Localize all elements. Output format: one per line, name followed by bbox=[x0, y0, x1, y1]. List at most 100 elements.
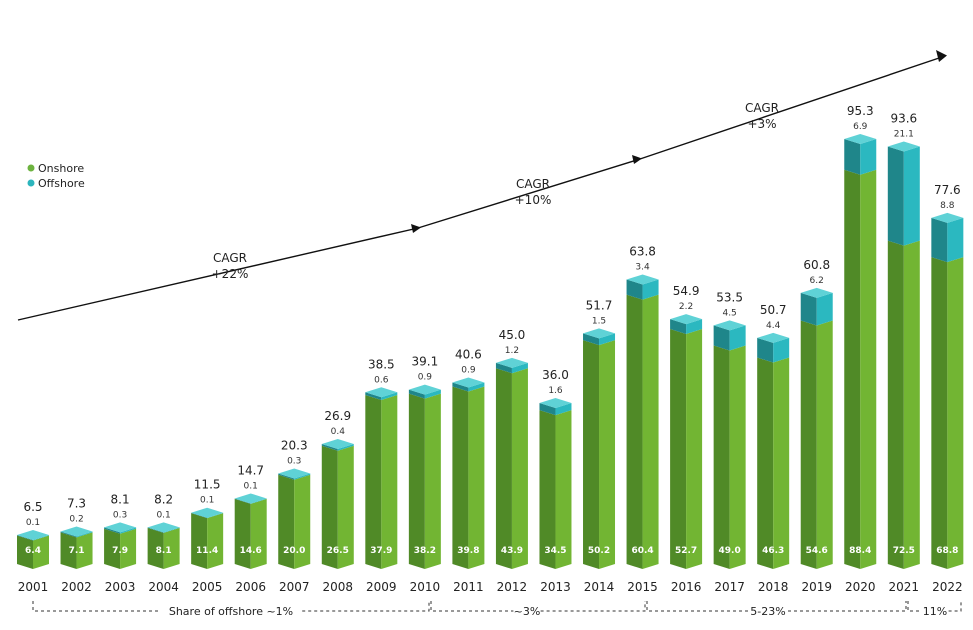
offshore-value-label: 1.2 bbox=[505, 346, 519, 356]
onshore-value-label: 46.3 bbox=[762, 546, 784, 556]
bar-labels: 6.4 0.1 6.5 7.1 0.2 7.3 7.9 0.3 8.1 8.1 0.1 8.2 11.4… bbox=[23, 104, 960, 556]
onshore-segment-2016-front bbox=[686, 328, 703, 569]
onshore-segment-2004-side bbox=[147, 527, 164, 569]
total-value-label: 36.0 bbox=[542, 368, 569, 382]
offshore-segment-2012-side bbox=[495, 362, 512, 374]
offshore-segment-2009-top bbox=[365, 387, 398, 398]
legend-offshore-marker bbox=[27, 179, 35, 187]
bar-2022 bbox=[931, 212, 964, 569]
year-tick-label: 2005 bbox=[192, 580, 223, 594]
onshore-segment-2006-side bbox=[234, 498, 251, 569]
offshore-segment-2011-front bbox=[468, 382, 485, 392]
total-value-label: 50.7 bbox=[760, 303, 787, 317]
onshore-value-label: 11.4 bbox=[196, 546, 218, 556]
total-value-label: 95.3 bbox=[847, 104, 874, 118]
offshore-segment-2011-top bbox=[452, 377, 485, 388]
offshore-value-label: 4.4 bbox=[766, 321, 781, 331]
offshore-segment-2015-top bbox=[626, 274, 659, 285]
offshore-value-label: 0.2 bbox=[69, 514, 83, 524]
share-bracket-label: ~3% bbox=[514, 605, 541, 618]
offshore-segment-2020-side bbox=[844, 138, 861, 175]
bar-2011 bbox=[452, 377, 485, 569]
year-tick-label: 2012 bbox=[497, 580, 528, 594]
bar-2010 bbox=[408, 384, 441, 569]
total-value-label: 51.7 bbox=[586, 298, 613, 312]
total-value-label: 93.6 bbox=[890, 112, 917, 126]
onshore-segment-2014-front bbox=[599, 340, 616, 569]
offshore-segment-2009-front bbox=[381, 392, 398, 400]
onshore-value-label: 7.9 bbox=[112, 546, 128, 556]
offshore-segment-2016-side bbox=[670, 319, 687, 334]
onshore-segment-2010-front bbox=[424, 393, 441, 569]
onshore-segment-2019-front bbox=[816, 320, 833, 569]
legend: Onshore Offshore bbox=[27, 162, 85, 190]
onshore-segment-2003-front bbox=[120, 528, 137, 569]
offshore-segment-2007-top bbox=[278, 468, 311, 479]
share-bracket-right-line bbox=[302, 601, 430, 612]
onshore-segment-2007-side bbox=[278, 474, 295, 569]
offshore-segment-2008-top bbox=[321, 439, 354, 450]
offshore-segment-2018-top bbox=[757, 332, 790, 343]
year-tick-label: 2018 bbox=[758, 580, 789, 594]
offshore-segment-2012-front bbox=[511, 362, 528, 374]
onshore-value-label: 68.8 bbox=[936, 546, 958, 556]
cagr-labels: CAGR +22% CAGR +10% CAGR +3% bbox=[212, 101, 779, 281]
year-tick-label: 2014 bbox=[584, 580, 615, 594]
share-bracket-label: Share of offshore ~1% bbox=[169, 605, 293, 618]
offshore-segment-2011-side bbox=[452, 382, 469, 392]
year-tick-label: 2009 bbox=[366, 580, 397, 594]
total-value-label: 60.8 bbox=[803, 258, 830, 272]
bar-2008 bbox=[321, 439, 354, 569]
onshore-segment-2016-side bbox=[670, 328, 687, 569]
legend-onshore-label: Onshore bbox=[38, 162, 84, 175]
onshore-segment-2001-side bbox=[17, 535, 33, 569]
offshore-segment-2004-front bbox=[163, 527, 180, 533]
onshore-value-label: 37.9 bbox=[370, 546, 392, 556]
offshore-segment-2002-top bbox=[60, 526, 93, 537]
total-value-label: 77.6 bbox=[934, 183, 961, 197]
trend-line-path bbox=[17, 55, 946, 321]
offshore-segment-2009-side bbox=[365, 392, 382, 400]
offshore-value-label: 0.1 bbox=[244, 481, 258, 491]
offshore-segment-2015-front bbox=[642, 279, 659, 300]
bar-2015 bbox=[626, 274, 659, 569]
onshore-segment-2011-side bbox=[452, 386, 469, 569]
total-value-label: 45.0 bbox=[499, 328, 526, 342]
onshore-segment-2005-front bbox=[207, 513, 224, 569]
bar-2003 bbox=[104, 522, 137, 569]
offshore-segment-2002-side bbox=[60, 531, 77, 538]
share-bracket-label: 5-23% bbox=[750, 605, 785, 618]
total-value-label: 14.7 bbox=[237, 463, 264, 477]
share-bracket-left-line bbox=[32, 601, 160, 612]
total-value-label: 8.2 bbox=[154, 492, 173, 506]
onshore-segment-2008-front bbox=[337, 445, 354, 569]
offshore-segment-2017-top bbox=[713, 320, 746, 331]
year-tick-label: 2021 bbox=[889, 580, 920, 594]
offshore-segment-2014-side bbox=[583, 333, 600, 346]
year-tick-label: 2006 bbox=[235, 580, 266, 594]
offshore-value-label: 6.9 bbox=[853, 122, 868, 132]
offshore-segment-2018-side bbox=[757, 337, 774, 363]
offshore-value-label: 0.1 bbox=[156, 510, 170, 520]
offshore-segment-2010-top bbox=[408, 384, 441, 395]
share-bracket-label: 11% bbox=[923, 605, 947, 618]
offshore-value-label: 0.1 bbox=[26, 518, 40, 528]
offshore-value-label: 0.9 bbox=[418, 373, 433, 383]
onshore-segment-2008-side bbox=[321, 445, 338, 569]
bar-2016 bbox=[670, 314, 703, 569]
year-tick-label: 2008 bbox=[323, 580, 354, 594]
trend-arrow-2 bbox=[632, 155, 642, 164]
bar-2014 bbox=[583, 328, 616, 569]
offshore-value-label: 0.1 bbox=[200, 496, 214, 506]
onshore-segment-2004-front bbox=[163, 527, 180, 569]
offshore-segment-2003-side bbox=[104, 527, 121, 534]
bar-2005 bbox=[191, 507, 224, 569]
offshore-value-label: 0.4 bbox=[331, 427, 346, 437]
offshore-segment-2003-top bbox=[104, 522, 137, 533]
onshore-segment-2020-front bbox=[860, 169, 877, 569]
offshore-segment-2013-front bbox=[555, 402, 572, 416]
offshore-segment-2016-front bbox=[686, 319, 703, 334]
offshore-segment-2022-front bbox=[947, 217, 964, 263]
cagr-trend-line bbox=[17, 50, 947, 321]
